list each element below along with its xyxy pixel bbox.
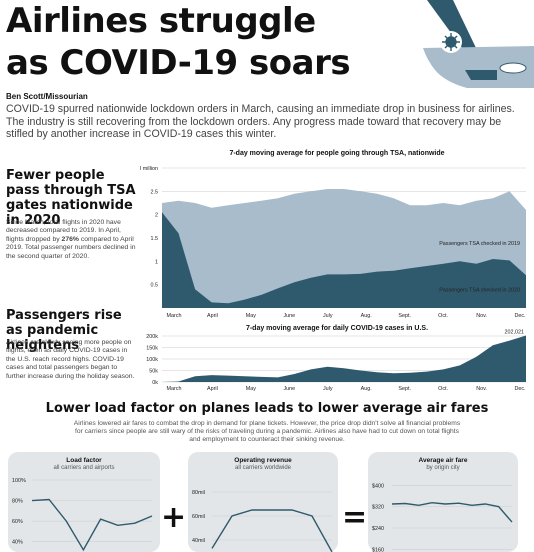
air-fare-panel: Average air fare by origin city $400 $320… xyxy=(368,452,518,552)
covid-y-tick-label: 0k xyxy=(152,380,158,386)
air-fare-subtitle: by origin city xyxy=(426,465,460,471)
page-title: Airlines struggle as COVID-19 soars xyxy=(6,0,406,84)
airplane-fuselage xyxy=(423,46,534,88)
airplane-illustration xyxy=(423,0,534,88)
tsa-y-tick-label: 1 xyxy=(155,259,158,265)
covid-x-tick-label: May xyxy=(246,386,256,392)
air-fare-title: Average air fare xyxy=(418,457,468,464)
load-factor-y-tick-label: 60% xyxy=(12,519,23,525)
tsa-text-part-1: Since March, total flights in 2020 have … xyxy=(6,219,121,243)
tsa-chart: 3 million 2.5 2 1.5 1 0.5 Passengers TSA check… xyxy=(140,166,526,319)
covid-chart: 200k 150k 100k 50k 0k 202,021 March April May Jun… xyxy=(146,330,526,392)
tsa-2019-label: Passengers TSA checked in 2019 xyxy=(439,241,520,247)
tsa-text-highlight: 276% xyxy=(61,235,79,243)
covid-x-tick-label: April xyxy=(207,386,218,392)
operating-revenue-subtitle: all carriers worldwide xyxy=(234,465,291,471)
tsa-x-tick-label: Aug. xyxy=(361,313,372,319)
tsa-2020-area xyxy=(162,212,526,308)
tsa-chart-title: 7-day moving average for people going th… xyxy=(229,150,445,157)
covid-chart-title: 7-day moving average for daily COVID-19 … xyxy=(245,325,429,332)
air-fare-y-tick-label: $240 xyxy=(372,526,384,532)
covid-y-tick-label: 200k xyxy=(146,334,158,340)
covid-text: Airlines are slowly seeing more people o… xyxy=(6,339,135,380)
covid-x-tick-label: July xyxy=(323,386,333,392)
air-fare-y-tick-label: $400 xyxy=(372,483,384,489)
title-line-2: as COVID-19 soars xyxy=(6,43,351,83)
load-factor-y-tick-label: 40% xyxy=(12,540,23,546)
fares-text: Airlines lowered air fares to combat the… xyxy=(73,420,461,444)
tsa-y-tick-label: 2 xyxy=(155,213,158,219)
covid-x-tick-label: Sept. xyxy=(398,386,411,392)
covid-x-tick-label: March xyxy=(167,386,182,392)
air-fare-chart: $400 $320 $240 $160 xyxy=(372,483,513,552)
operating-revenue-title: Operating revenue xyxy=(234,457,292,464)
air-fare-y-tick-label: $320 xyxy=(372,505,384,511)
tsa-text-part-2: compared to April 2019. Total passenger … xyxy=(6,235,136,260)
airplane-stabilizer xyxy=(465,70,497,80)
operating-revenue-y-tick-label: 60mil xyxy=(192,514,205,520)
load-factor-title: Load factor xyxy=(66,457,102,464)
covid-y-tick-label: 150k xyxy=(146,346,158,352)
operating-revenue-panel: Operating revenue all carriers worldwide… xyxy=(188,452,338,552)
tsa-x-tick-label: Sept. xyxy=(398,313,411,319)
fares-heading: Lower load factor on planes leads to low… xyxy=(45,401,489,416)
covid-x-tick-label: Nov. xyxy=(476,386,487,392)
tsa-text: Since March, total flights in 2020 have … xyxy=(6,219,136,261)
tsa-x-tick-label: Oct. xyxy=(438,313,448,319)
covid-y-tick-label: 100k xyxy=(146,357,158,363)
tsa-x-tick-label: Nov. xyxy=(476,313,487,319)
tsa-x-tick-label: Dec. xyxy=(514,313,525,319)
covid-y-tick-label: 50k xyxy=(149,369,158,375)
air-fare-line xyxy=(391,501,513,523)
load-factor-y-tick-label: 100% xyxy=(12,478,26,484)
tsa-y-tick-label: 3 million xyxy=(140,166,158,172)
load-factor-chart: 100% 80% 60% 40% xyxy=(12,478,153,552)
tsa-x-tick-label: June xyxy=(283,313,295,319)
air-fare-y-tick-label: $160 xyxy=(372,547,384,552)
tsa-heading: Fewer people pass through TSA gates nati… xyxy=(6,168,136,228)
airplane-window-band xyxy=(499,62,527,74)
load-factor-line xyxy=(31,498,153,552)
title-line-1: Airlines struggle xyxy=(6,1,316,41)
byline: Ben Scott/Missourian xyxy=(6,92,88,101)
load-factor-subtitle: all carriers and airports xyxy=(53,465,115,471)
tsa-y-tick-label: 0.5 xyxy=(151,283,159,289)
tsa-x-tick-label: May xyxy=(246,313,256,319)
intro-paragraph: COVID-19 spurred nationwide lockdown ord… xyxy=(6,103,515,141)
covid-peak-annotation: 202,021 xyxy=(505,330,525,336)
tsa-y-tick-label: 1.5 xyxy=(151,236,159,242)
covid-x-tick-label: Aug. xyxy=(361,386,372,392)
tsa-2020-label: Passengers TSA checked in 2020 xyxy=(439,288,520,294)
airplane-tail-fin xyxy=(427,0,477,52)
covid-heading: Passengers rise as pandemic heightens xyxy=(6,308,122,353)
tsa-y-tick-label: 2.5 xyxy=(151,189,159,195)
covid-x-tick-label: Dec. xyxy=(514,386,525,392)
covid-x-tick-label: Oct. xyxy=(438,386,448,392)
plus-sign: + xyxy=(161,500,187,535)
covid-x-tick-label: June xyxy=(283,386,295,392)
tsa-x-tick-label: July xyxy=(323,313,333,319)
tsa-x-tick-label: March xyxy=(167,313,182,319)
operating-revenue-y-tick-label: 80mil xyxy=(192,490,205,496)
load-factor-panel: Load factor all carriers and airports 10… xyxy=(8,452,160,552)
operating-revenue-line xyxy=(211,509,333,552)
tsa-x-tick-label: April xyxy=(207,313,218,319)
covid-cases-area xyxy=(162,335,526,382)
equals-sign: = xyxy=(342,500,368,535)
load-factor-y-tick-label: 80% xyxy=(12,499,23,505)
